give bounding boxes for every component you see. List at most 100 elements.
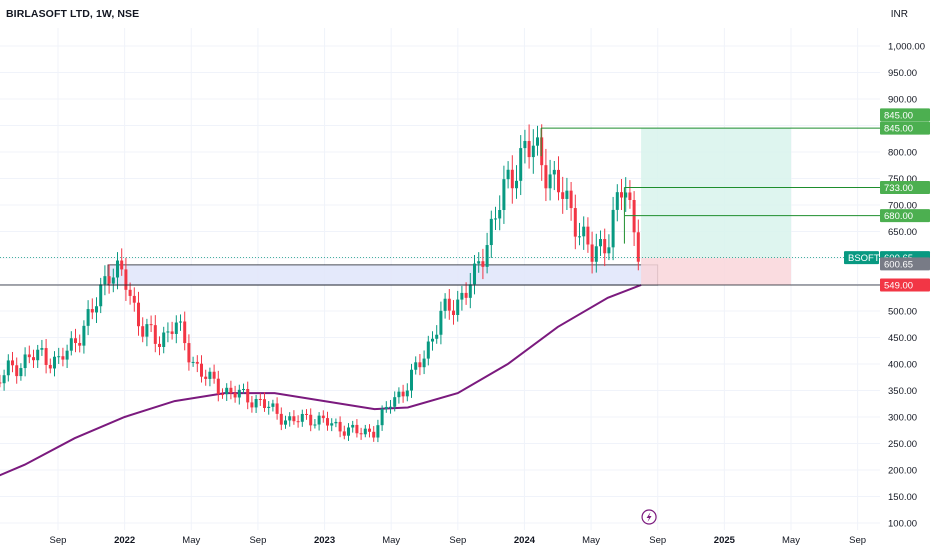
candle-body [23,354,27,369]
candle-body [544,165,548,189]
candle-body [233,392,237,398]
candle-body [485,245,489,267]
candle-body [527,141,531,158]
candle-body [263,399,267,408]
price-tag-bg [880,108,930,122]
axis-layer: 1,000.00 950.00 900.00 800.00 750.00 700.00 65… [50,42,925,547]
candle-body [460,292,464,300]
candle-body [405,390,409,397]
candle-body [212,371,216,379]
y-tick-label: 800.00 [888,148,917,159]
candle-body [615,192,619,210]
candle-body [426,341,430,359]
candle-body [174,322,178,334]
candle-body [632,200,636,233]
candle-body [330,423,334,426]
level-tag: 680.00 [884,211,913,222]
candle-body [536,137,540,146]
x-tick-label: 2024 [514,535,536,546]
candle-body [27,354,31,358]
candle-body [292,416,296,422]
candle-body [628,192,632,201]
candle-body [548,174,552,189]
candle-body [116,260,120,278]
candle-body [32,357,36,361]
x-tick-label: Sep [449,535,466,546]
candle-body [540,137,544,166]
candle-body [452,310,456,315]
candle-body [573,208,577,237]
candle-body [19,368,23,377]
candle-body [620,192,624,198]
candle-body [204,376,208,379]
candle-body [78,342,82,346]
candle-body [191,361,195,363]
candle-body [15,365,19,377]
candle-body [590,244,594,262]
candle-body [456,299,460,315]
y-tick-label: 1,000.00 [888,42,925,53]
candle-body [506,169,510,180]
price-tag: 845.00 [884,110,913,121]
candle-body [464,292,468,298]
moving-average-line [0,284,642,477]
candle-body [145,324,149,337]
candle-body [603,239,607,254]
candle-body [523,141,527,149]
candle-body [258,398,262,400]
x-tick-label: May [182,535,200,546]
candle-body [389,406,393,408]
candle-body [305,413,309,415]
candle-body [351,424,355,428]
candle-body [384,406,388,409]
candle-body [275,403,279,414]
currency-label[interactable]: INR [890,9,908,20]
candle-body [422,358,426,368]
candle-body [410,369,414,391]
candle-body [120,260,124,270]
candle-body [468,284,472,298]
candle-body [473,263,477,285]
candle-body [250,402,254,408]
zone-layer [107,128,791,286]
price-tag-bg [880,257,930,271]
candle-body [376,425,380,438]
candle-body [359,433,363,435]
candle-body [414,362,418,370]
candle-body [137,302,141,327]
candle-body [494,218,498,220]
y-tick-label: 450.00 [888,333,917,344]
candle-body [158,343,162,347]
candle-body [309,414,313,426]
candle-body [368,428,372,432]
candle-body [611,209,615,248]
candle-body [6,360,10,376]
y-tick-label: 150.00 [888,492,917,503]
candle-body [334,421,338,424]
candle-body [510,169,514,189]
y-tick-label: 250.00 [888,439,917,450]
candle-body [338,421,342,432]
candle-body [40,348,44,350]
candle-body [267,406,271,408]
candle-body [363,428,367,435]
candle-body [380,408,384,426]
candle-body [342,431,346,436]
candle-body [57,356,61,358]
candle-body [0,382,2,384]
candle-body [74,338,78,343]
symbol-tag: BSOFT [848,253,880,264]
candle-body [515,180,519,189]
candle-body [170,331,174,334]
candle-body [481,261,485,267]
level-layer [0,127,880,286]
candle-body [569,190,573,209]
x-tick-label: Sep [50,535,67,546]
candle-body [2,375,6,384]
y-tick-label: 100.00 [888,519,917,530]
candle-body [200,363,204,377]
candle-body [103,276,107,285]
tag-layer: 845.00 733.00 680.00 549.00 845.00 600.65 BSOF… [844,108,930,292]
